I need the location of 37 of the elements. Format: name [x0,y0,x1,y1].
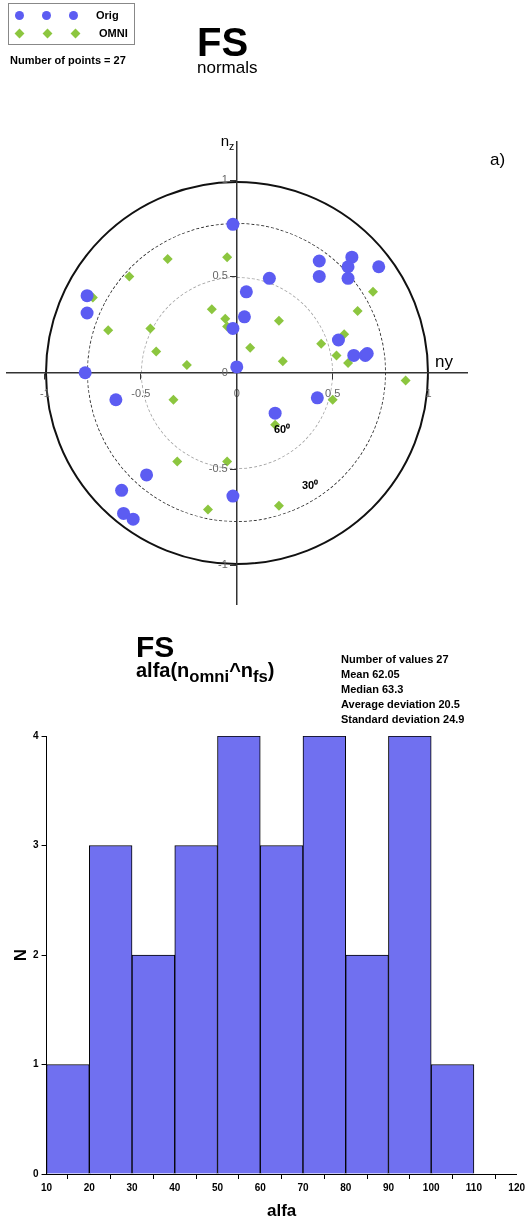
y-tick-label: 0.5 [212,269,228,282]
x-tick-label: 100 [422,1181,440,1193]
y-tick-label: 0 [33,1167,39,1179]
x-tick-label: 10 [41,1181,53,1193]
x-tick-label: 1 [425,387,432,400]
legend-label: OMNI [99,27,128,39]
y-tick-label: -0.5 [208,462,228,475]
y-tick-label: 1 [33,1058,39,1070]
text: Standard deviation 24.9 [341,713,465,725]
x-tick-label: 60 [254,1181,267,1193]
legend-label: Orig [96,9,119,21]
x-tick-label: 0.5 [325,387,341,400]
text: Number of values 27 [341,653,449,665]
x-axis-title: alfa [266,1201,297,1220]
x-tick-label: 80 [340,1181,352,1193]
y-tick-label: 3 [33,839,39,851]
x-axis-title: ny [435,351,454,371]
x-tick-label: -0.5 [131,387,151,400]
text: a) [490,150,506,170]
x-tick-label: 120 [508,1181,526,1193]
text: Mean 62.05 [341,668,400,680]
text: Average deviation 20.5 [341,698,460,710]
text: Number of points = 27 [10,54,126,66]
annotation: 60⁰ [274,422,291,436]
x-tick-label: 70 [297,1181,309,1193]
x-tick-label: 30 [126,1181,139,1193]
y-tick-label: 2 [33,948,39,960]
x-tick-label: 20 [83,1181,96,1193]
x-tick-label: 90 [382,1181,395,1193]
text: Median 63.3 [341,683,404,695]
x-tick-label: 110 [465,1181,483,1193]
annotation: 30⁰ [302,478,319,492]
x-tick-label: 50 [211,1181,224,1193]
y-axis-title: N [11,948,30,962]
x-tick-label: 40 [169,1181,181,1193]
chart-subtitle: normals [197,58,258,78]
y-tick-label: 4 [33,729,39,741]
